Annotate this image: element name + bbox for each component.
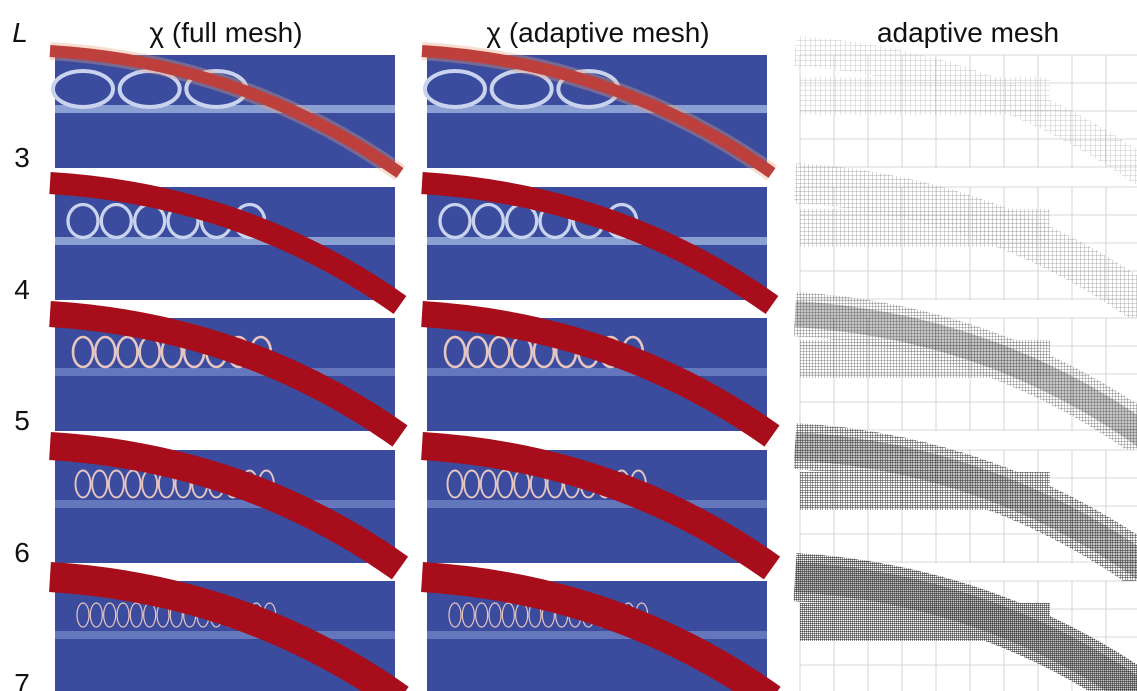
density-panel <box>422 446 772 568</box>
density-panel <box>50 577 400 691</box>
truss-band <box>427 500 767 508</box>
mesh-panel <box>795 183 1137 305</box>
mesh-panel <box>795 446 1137 568</box>
column-header: adaptive mesh <box>877 17 1059 48</box>
truss-band <box>55 368 395 376</box>
figure: L χ (full mesh) χ (adaptive mesh) adaptive… <box>0 0 1137 691</box>
row-label: 3 <box>14 142 30 173</box>
density-panel <box>422 314 772 436</box>
truss-band <box>55 237 395 245</box>
truss-band <box>427 631 767 639</box>
mesh-panel <box>795 577 1137 691</box>
density-panel <box>50 51 400 173</box>
column-header: χ (full mesh) <box>149 17 302 48</box>
density-panel <box>50 446 400 568</box>
mesh-panel <box>795 314 1137 436</box>
column-header: χ (adaptive mesh) <box>486 17 709 48</box>
level-header: L <box>12 17 28 48</box>
truss-band <box>55 500 395 508</box>
truss-band <box>55 631 395 639</box>
density-panel <box>50 183 400 305</box>
row-label: 6 <box>14 537 30 568</box>
density-panel <box>422 577 772 691</box>
truss-band <box>427 237 767 245</box>
truss-band <box>427 368 767 376</box>
row-label: 5 <box>14 405 30 436</box>
row-label: 4 <box>14 274 30 305</box>
mesh-panel <box>795 51 1137 173</box>
density-panel <box>422 183 772 305</box>
density-panel <box>422 51 772 173</box>
row-label: 7 <box>14 668 30 691</box>
density-panel <box>50 314 400 436</box>
